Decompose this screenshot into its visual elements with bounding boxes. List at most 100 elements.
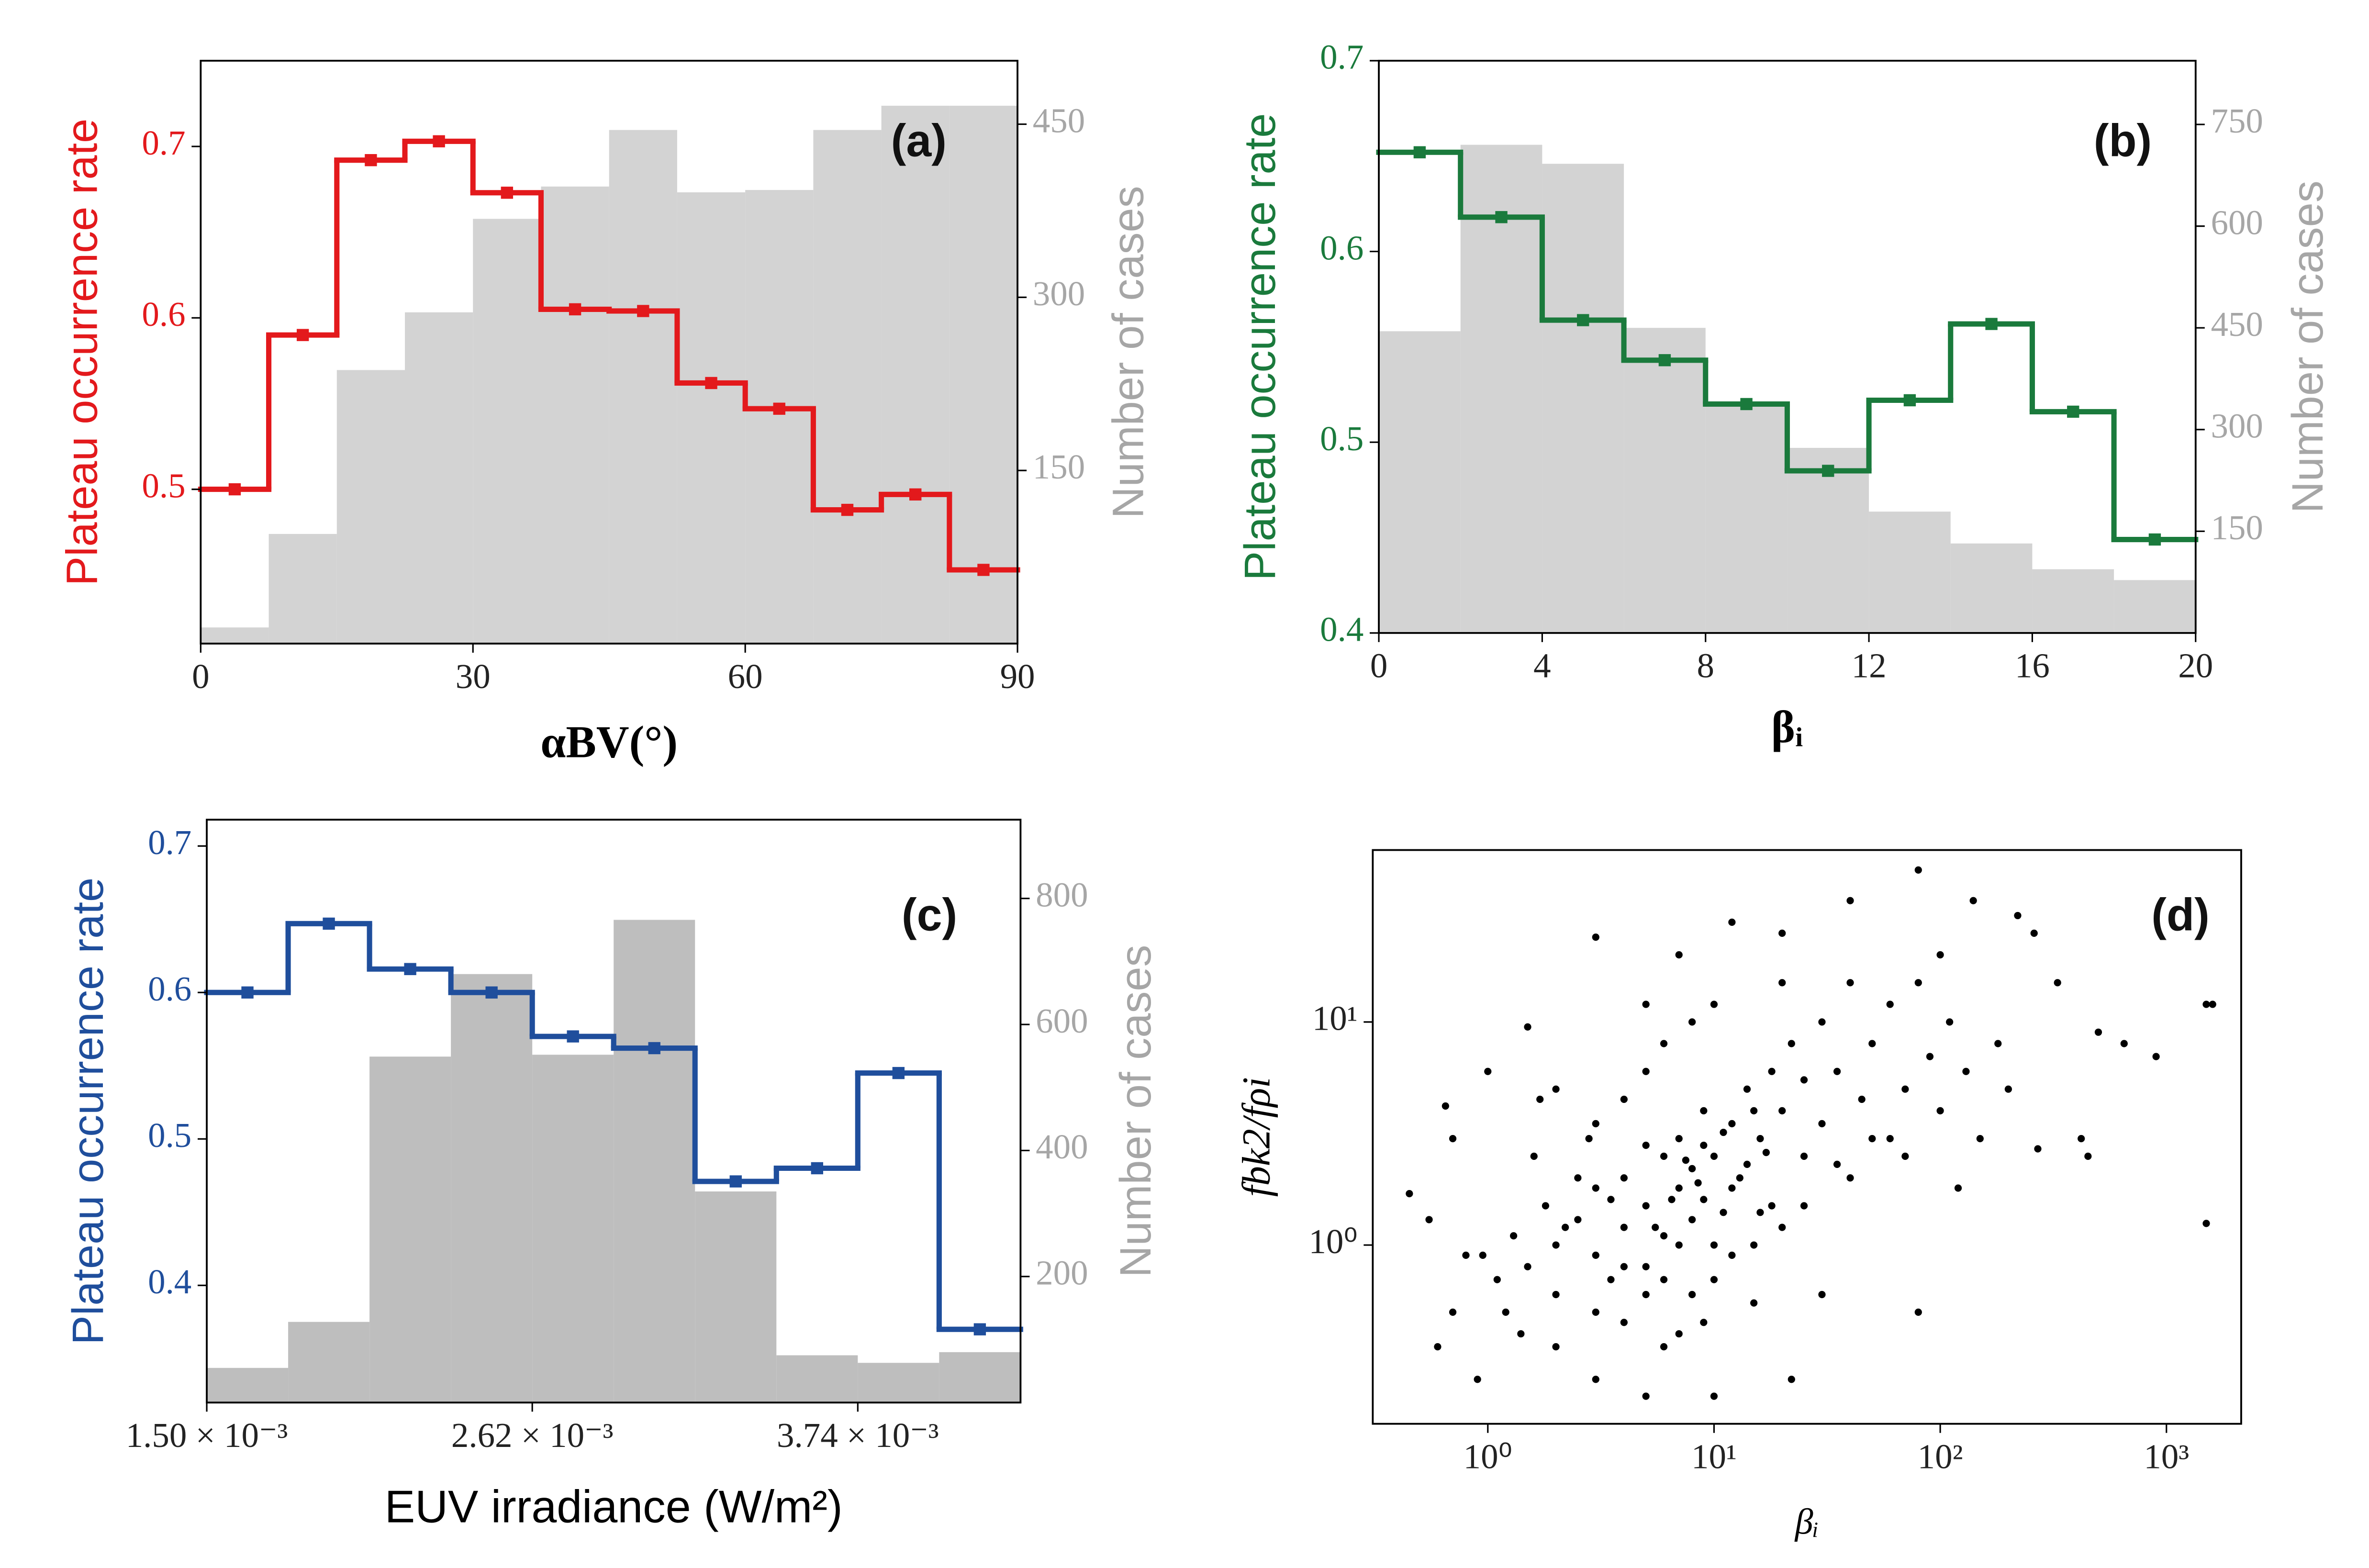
scatter-point [1688, 1165, 1696, 1173]
panel-annotation: (d) [2151, 890, 2210, 940]
scatter-point [1675, 1241, 1683, 1249]
scatter-point [1688, 1290, 1696, 1299]
step-marker [501, 187, 514, 199]
scatter-point [1592, 1251, 1599, 1259]
count-bar [451, 974, 533, 1403]
count-bar [677, 192, 746, 644]
scatter-point [1484, 1068, 1492, 1075]
scatter-point [1688, 1216, 1696, 1223]
y-axis-label: fbk2/fρi [1235, 1077, 1278, 1197]
scatter-point [1778, 1223, 1786, 1231]
scatter-point [2094, 1028, 2102, 1036]
count-bar [609, 130, 677, 644]
count-bar [1624, 328, 1706, 633]
scatter-point [1700, 1196, 1708, 1203]
scatter-point [1710, 1001, 1718, 1008]
step-marker [1577, 314, 1589, 326]
step-marker [909, 488, 922, 501]
scatter-point [2004, 1085, 2012, 1093]
count-bar [1705, 402, 1788, 633]
scatter-point [1524, 1023, 1531, 1031]
scatter-point [1720, 1128, 1727, 1136]
y-tick-label: 0.6 [1320, 228, 1363, 267]
scatter-point [1954, 1184, 1962, 1192]
y2-tick-label: 400 [1036, 1127, 1088, 1166]
step-marker [323, 917, 335, 930]
scatter-point [1936, 1107, 1944, 1114]
scatter-point [1756, 1135, 1764, 1143]
scatter-point [1620, 1174, 1628, 1182]
count-bar [1379, 331, 1461, 633]
scatter-point [1720, 1209, 1727, 1216]
scatter-point [1833, 1068, 1841, 1075]
count-bar [1460, 145, 1542, 633]
x-tick-label: 12 [1852, 646, 1887, 685]
scatter-point [1886, 1135, 1894, 1143]
scatter-point [1710, 1241, 1718, 1249]
scatter-point [1743, 1085, 1751, 1093]
x-axis-label: βᵢ [1771, 701, 1803, 752]
scatter-point [1607, 1196, 1615, 1203]
y-tick-label: 10¹ [1312, 999, 1358, 1038]
count-bar [473, 219, 541, 644]
x-tick-label: 3.74 × 10⁻³ [777, 1416, 939, 1455]
plot-frame [1372, 849, 2242, 1425]
scatter-point [1728, 1251, 1736, 1259]
scatter-point [1962, 1068, 1970, 1075]
scatter-point [1542, 1202, 1550, 1210]
scatter-point [1756, 1209, 1764, 1216]
scatter-point [1607, 1276, 1615, 1283]
scatter-point [1728, 1184, 1736, 1192]
scatter-point [1449, 1135, 1457, 1143]
scatter-point [2078, 1135, 2085, 1143]
y-tick-label: 0.5 [142, 466, 185, 505]
step-marker [648, 1042, 660, 1055]
step-marker [241, 986, 254, 999]
scatter-point [1788, 1376, 1795, 1383]
count-bar [201, 627, 269, 644]
scatter-point [1642, 1141, 1650, 1149]
scatter-point [1562, 1223, 1569, 1231]
y2-tick-label: 800 [1036, 875, 1088, 914]
scatter-point [1474, 1376, 1481, 1383]
count-bar [336, 370, 405, 644]
scatter-point [1620, 1095, 1628, 1103]
step-marker [1495, 211, 1508, 223]
count-bar [541, 186, 609, 644]
step-marker [365, 154, 377, 167]
step-marker [485, 986, 498, 999]
y-tick-label: 10⁰ [1308, 1222, 1357, 1261]
x-tick-label: 1.50 × 10⁻³ [126, 1416, 288, 1455]
scatter-point [2054, 979, 2061, 987]
scatter-point [1510, 1232, 1518, 1240]
scatter-point [1700, 1107, 1708, 1114]
scatter-point [1642, 1263, 1650, 1270]
scatter-point [1818, 1018, 1826, 1026]
scatter-point [2030, 929, 2038, 937]
scatter-point [1517, 1330, 1525, 1338]
count-bar [1542, 164, 1624, 633]
x-tick-label: 16 [2015, 646, 2050, 685]
y-tick-label: 0.5 [1320, 419, 1363, 458]
y-tick-label: 0.7 [1320, 38, 1363, 77]
step-marker [2067, 405, 2079, 418]
scatter-point [1750, 1107, 1758, 1114]
scatter-point [1914, 1308, 1922, 1316]
scatter-point [1800, 1202, 1808, 1210]
scatter-point [1994, 1040, 2002, 1047]
scatter-point [1660, 1040, 1668, 1047]
step-marker [841, 503, 854, 516]
scatter-point [1524, 1263, 1531, 1270]
plot-frame [206, 819, 1022, 1404]
x-axis-label: αBV(°) [540, 717, 678, 767]
scatter-point [1926, 1053, 1934, 1060]
x-axis-label: EUV irradiance (W/m²) [385, 1482, 843, 1533]
y-tick-label: 0.7 [142, 123, 185, 162]
scatter-point [1479, 1251, 1486, 1259]
count-bar [207, 1368, 289, 1403]
scatter-point [2202, 1220, 2210, 1227]
plot-frame [1378, 59, 2197, 634]
y2-axis-label: Number of cases [1104, 186, 1152, 518]
scatter-point [1449, 1308, 1457, 1316]
scatter-point [1552, 1343, 1560, 1351]
